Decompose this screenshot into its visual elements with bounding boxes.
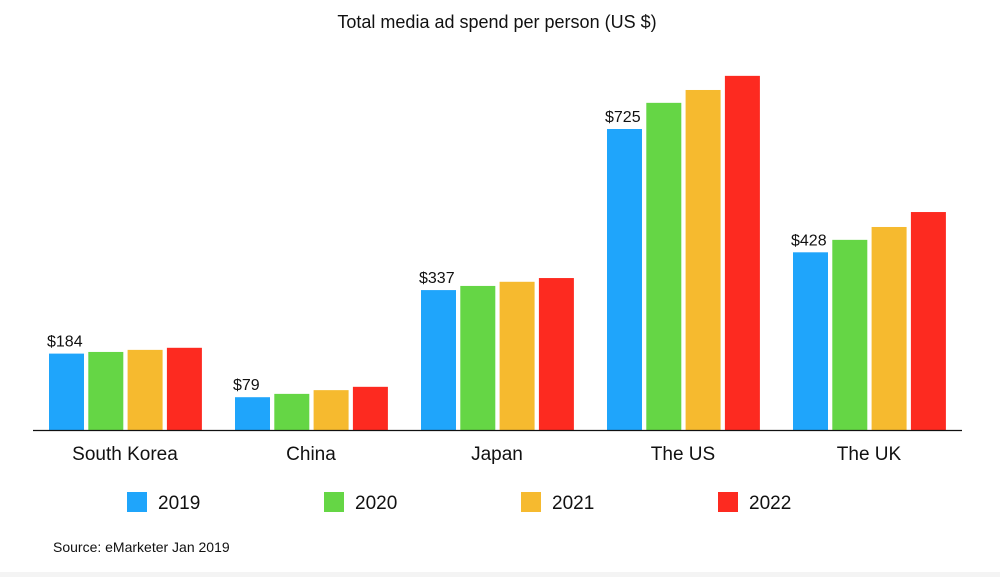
bar-china-2021 bbox=[313, 390, 349, 430]
bar-japan-2019 bbox=[421, 290, 456, 430]
bar-the-uk-2022 bbox=[910, 212, 946, 430]
legend-swatch-2021 bbox=[521, 492, 541, 512]
x-tick-label: The US bbox=[651, 444, 715, 465]
bar-china-2020 bbox=[274, 393, 310, 430]
data-label: $337 bbox=[419, 270, 455, 287]
source-note: Source: eMarketer Jan 2019 bbox=[53, 539, 230, 555]
legend-label: 2020 bbox=[355, 493, 397, 514]
bar-the-us-2020 bbox=[646, 102, 682, 430]
bar-the-uk-2021 bbox=[871, 226, 907, 430]
bar-the-uk-2019 bbox=[793, 252, 828, 430]
data-label: $184 bbox=[47, 334, 83, 351]
bar-south-korea-2020 bbox=[88, 351, 124, 430]
bar-south-korea-2019 bbox=[49, 353, 84, 430]
bar-south-korea-2021 bbox=[127, 349, 163, 430]
bar-the-us-2019 bbox=[607, 129, 642, 430]
chart-title: Total media ad spend per person (US $) bbox=[337, 12, 656, 32]
bar-japan-2022 bbox=[538, 278, 574, 430]
bar-the-us-2021 bbox=[685, 89, 721, 431]
bar-japan-2020 bbox=[460, 285, 496, 430]
x-tick-label: China bbox=[286, 444, 336, 465]
x-tick-label: Japan bbox=[471, 444, 523, 465]
bar-china-2022 bbox=[352, 386, 388, 430]
legend-swatch-2019 bbox=[127, 492, 147, 512]
x-tick-label: The UK bbox=[837, 444, 902, 465]
legend-label: 2019 bbox=[158, 493, 200, 514]
bar-the-us-2022 bbox=[724, 75, 760, 430]
legend-label: 2021 bbox=[552, 493, 594, 514]
data-label: $725 bbox=[605, 109, 641, 126]
legend-swatch-2022 bbox=[718, 492, 738, 512]
bar-the-uk-2020 bbox=[832, 239, 868, 430]
bar-china-2019 bbox=[235, 397, 270, 430]
bar-south-korea-2022 bbox=[166, 347, 202, 430]
bar-japan-2021 bbox=[499, 281, 535, 430]
footer-strip bbox=[0, 572, 1000, 577]
legend-label: 2022 bbox=[749, 493, 791, 514]
legend-swatch-2020 bbox=[324, 492, 344, 512]
data-label: $428 bbox=[791, 232, 827, 249]
data-label: $79 bbox=[233, 377, 260, 394]
x-tick-label: South Korea bbox=[72, 444, 178, 465]
